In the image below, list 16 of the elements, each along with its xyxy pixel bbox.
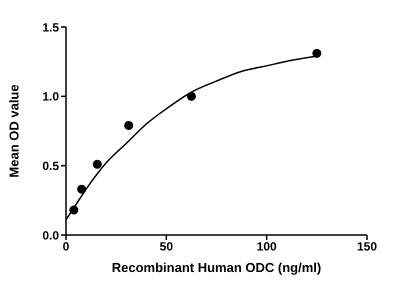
point: [124, 120, 134, 130]
point: [77, 184, 86, 194]
y-tick-label: 0.0: [42, 228, 60, 242]
x-tick-label: 50: [160, 240, 174, 254]
y-axis-title: Mean OD value: [6, 84, 22, 178]
point: [92, 160, 102, 169]
x-tick-label: 100: [256, 240, 277, 254]
y-tick-label: 0.5: [42, 158, 60, 173]
point: [312, 48, 322, 58]
point: [69, 206, 78, 215]
x-axis-title: Recombinant Human ODC (ng/ml): [112, 260, 322, 275]
point: [186, 92, 196, 101]
y-tick-label: 1.5: [42, 20, 60, 34]
y-tick-label: 1.0: [42, 90, 60, 104]
x-tick-label: 150: [356, 240, 378, 254]
x-tick-label: 0: [62, 240, 70, 254]
